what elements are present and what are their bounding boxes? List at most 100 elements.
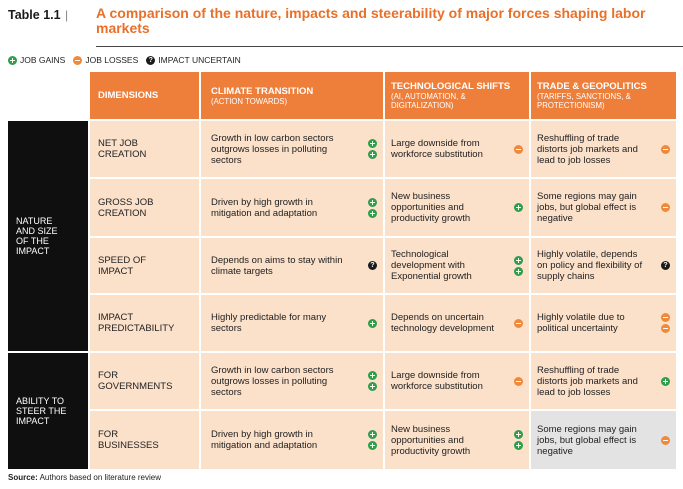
- header-trade-subtitle: (TARIFFS, SANCTIONS, & PROTECTIONISM): [537, 92, 631, 110]
- table-header: Table 1.1 | A comparison of the nature, …: [8, 5, 683, 47]
- dimension-cell: FOR BUSINESSES: [90, 411, 199, 469]
- header-tech: TECHNOLOGICAL SHIFTS (AI, AUTOMATION, & …: [385, 72, 529, 119]
- climate-cell: Highly predictable for many sectors: [201, 295, 383, 351]
- comparison-table: DIMENSIONS CLIMATE TRANSITION (ACTION TO…: [8, 72, 676, 469]
- legend-uncertain-label: IMPACT UNCERTAIN: [158, 55, 241, 65]
- impact-icons: [368, 430, 377, 450]
- job-gains-icon: [368, 150, 377, 159]
- trade-text: Highly volatile, depends on policy and f…: [537, 249, 643, 282]
- impact-icons: [368, 318, 377, 328]
- dimension-label: FOR GOVERNMENTS: [98, 370, 173, 392]
- tech-cell: Large downside from workforce substituti…: [385, 353, 529, 409]
- table-separator: |: [65, 8, 69, 22]
- trade-cell: Highly volatile, depends on policy and f…: [531, 238, 676, 293]
- job-losses-icon: [661, 144, 670, 154]
- climate-text: Growth in low carbon sectors outgrows lo…: [211, 364, 334, 398]
- header-trade-title: TRADE & GEOPOLITICS: [537, 81, 647, 92]
- job-losses-icon: [514, 376, 523, 386]
- job-losses-icon: [514, 144, 523, 154]
- impact-icons: [514, 318, 523, 328]
- group-nature-label: NATURE AND SIZE OF THE IMPACT: [16, 216, 58, 256]
- trade-text: Reshuffling of trade distorts job market…: [537, 132, 638, 166]
- table-number: Table 1.1: [8, 8, 61, 22]
- impact-icons: [514, 430, 523, 450]
- impact-icons: [514, 376, 523, 386]
- trade-cell: Reshuffling of trade distorts job market…: [531, 353, 676, 409]
- source-text: Authors based on literature review: [39, 473, 161, 482]
- job-losses-icon: [661, 313, 670, 322]
- trade-text: Highly volatile due to political uncerta…: [537, 312, 625, 334]
- dimension-label: FOR BUSINESSES: [98, 429, 159, 451]
- tech-text: Technological development with Exponenti…: [391, 249, 472, 282]
- header-tech-subtitle: (AI, AUTOMATION, & DIGITALIZATION): [391, 92, 466, 110]
- impact-icons: [514, 203, 523, 212]
- climate-text: Driven by high growth in mitigation and …: [211, 429, 318, 451]
- tech-text: New business opportunities and productiv…: [391, 191, 471, 224]
- climate-text: Highly predictable for many sectors: [211, 312, 327, 334]
- job-gains-icon: [368, 371, 377, 380]
- climate-cell: Growth in low carbon sectors outgrows lo…: [201, 121, 383, 177]
- climate-cell: Growth in low carbon sectors outgrows lo…: [201, 353, 383, 409]
- climate-cell: Depends on aims to stay within climate t…: [201, 238, 383, 293]
- impact-icons: [661, 313, 670, 333]
- job-losses-icon: [73, 55, 83, 65]
- group-ability-to-steer: ABILITY TO STEER THE IMPACT: [8, 353, 88, 469]
- job-losses-icon: [661, 324, 670, 333]
- trade-text: Some regions may gain jobs, but global e…: [537, 423, 637, 457]
- climate-cell: Driven by high growth in mitigation and …: [201, 179, 383, 236]
- impact-uncertain-icon: [368, 260, 377, 271]
- job-gains-icon: [368, 139, 377, 148]
- tech-cell: New business opportunities and productiv…: [385, 179, 529, 236]
- impact-icons: [368, 197, 377, 218]
- legend: JOB GAINS JOB LOSSES IMPACT UNCERTAIN: [8, 54, 249, 66]
- tech-cell: New business opportunities and productiv…: [385, 411, 529, 469]
- job-gains-icon: [514, 203, 523, 212]
- job-gains-icon: [368, 441, 377, 450]
- impact-icons: [661, 260, 670, 271]
- header-trade: TRADE & GEOPOLITICS (TARIFFS, SANCTIONS,…: [531, 72, 676, 119]
- trade-cell: Highly volatile due to political uncerta…: [531, 295, 676, 351]
- tech-text: New business opportunities and productiv…: [391, 423, 471, 457]
- group-nature-and-size: NATURE AND SIZE OF THE IMPACT: [8, 121, 88, 351]
- dimension-label: NET JOB CREATION: [98, 138, 147, 160]
- tech-text: Large downside from workforce substituti…: [391, 370, 483, 392]
- job-gains-icon: [368, 430, 377, 439]
- climate-text: Growth in low carbon sectors outgrows lo…: [211, 132, 334, 166]
- header-dimensions-label: DIMENSIONS: [98, 90, 159, 101]
- group-steer-label: ABILITY TO STEER THE IMPACT: [16, 396, 67, 426]
- job-gains-icon: [514, 441, 523, 450]
- job-gains-icon: [368, 197, 377, 207]
- job-gains-icon: [368, 318, 377, 328]
- dimension-cell: FOR GOVERNMENTS: [90, 353, 199, 409]
- dimension-cell: SPEED OF IMPACT: [90, 238, 199, 293]
- title-rule: [96, 46, 683, 47]
- header-tech-title: TECHNOLOGICAL SHIFTS: [391, 81, 511, 92]
- tech-text: Large downside from workforce substituti…: [391, 138, 483, 160]
- job-losses-icon: [514, 318, 523, 328]
- tech-cell: Technological development with Exponenti…: [385, 238, 529, 293]
- tech-text: Depends on uncertain technology developm…: [391, 312, 494, 334]
- impact-icons: [368, 260, 377, 271]
- trade-text: Some regions may gain jobs, but global e…: [537, 191, 637, 224]
- climate-text: Driven by high growth in mitigation and …: [211, 196, 318, 219]
- source-label: Source:: [8, 473, 38, 482]
- dimension-label: IMPACT PREDICTABILITY: [98, 312, 175, 334]
- dimension-cell: IMPACT PREDICTABILITY: [90, 295, 199, 351]
- job-gains-icon: [514, 255, 523, 265]
- impact-icons: [514, 255, 523, 276]
- impact-icons: [368, 139, 377, 159]
- impact-icons: [514, 144, 523, 154]
- tech-cell: Large downside from workforce substituti…: [385, 121, 529, 177]
- impact-icons: [368, 371, 377, 391]
- header-climate-title: CLIMATE TRANSITION: [211, 85, 314, 97]
- trade-cell: Reshuffling of trade distorts job market…: [531, 121, 676, 177]
- climate-text: Depends on aims to stay within climate t…: [211, 254, 343, 277]
- job-gains-icon: [661, 376, 670, 386]
- legend-gains: JOB GAINS: [8, 55, 65, 65]
- job-gains-icon: [368, 382, 377, 391]
- legend-losses: JOB LOSSES: [73, 55, 138, 65]
- header-climate-subtitle: (ACTION TOWARDS): [211, 96, 288, 106]
- dimension-label: SPEED OF IMPACT: [98, 254, 147, 277]
- climate-cell: Driven by high growth in mitigation and …: [201, 411, 383, 469]
- table-title: A comparison of the nature, impacts and …: [96, 5, 646, 36]
